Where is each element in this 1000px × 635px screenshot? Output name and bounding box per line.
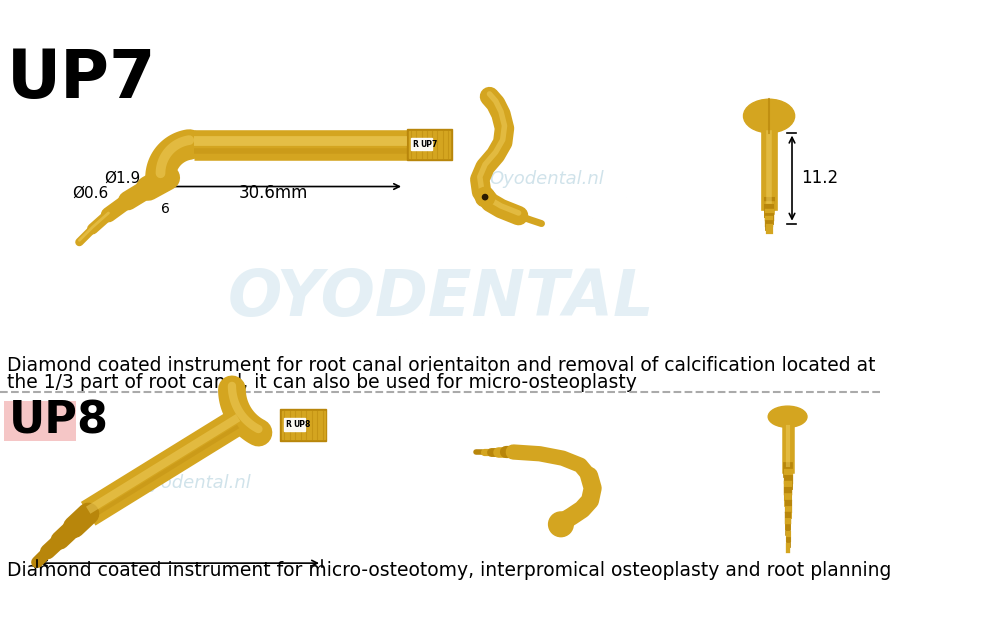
Text: UP8: UP8 [9,399,109,443]
Text: Diamond coated instrument for root canal orientaiton and removal of calcificatio: Diamond coated instrument for root canal… [7,356,876,375]
Text: Oyodental.nl: Oyodental.nl [137,474,251,492]
Bar [409,131,450,158]
Text: OYODENTAL: OYODENTAL [228,267,654,329]
Text: Ø1.9: Ø1.9 [104,170,140,185]
Ellipse shape [743,99,795,133]
Text: Ø0.6: Ø0.6 [72,186,109,201]
Text: 6: 6 [161,203,169,217]
Text: the 1/3 part of root canal, it can also be used for micro-osteoplasty: the 1/3 part of root canal, it can also … [7,373,637,392]
Bar [411,138,432,150]
Bar [280,409,326,441]
Text: UP7: UP7 [7,46,156,112]
Text: UP7: UP7 [420,140,437,149]
Ellipse shape [768,406,807,427]
Text: 11.2: 11.2 [801,169,838,187]
Text: 30.6mm: 30.6mm [239,184,308,202]
Text: R: R [412,140,418,149]
FancyBboxPatch shape [4,401,76,441]
Bar [407,129,452,160]
Text: UP8: UP8 [293,420,310,429]
Circle shape [482,194,488,200]
Bar [282,411,325,439]
Text: Diamond coated instrument for micro-osteotomy, interpromical osteoplasty and roo: Diamond coated instrument for micro-oste… [7,561,891,580]
Circle shape [549,512,573,537]
Bar [284,418,305,431]
Circle shape [475,187,495,207]
Text: R: R [285,420,291,429]
Text: Oyodental.nl: Oyodental.nl [489,170,604,187]
